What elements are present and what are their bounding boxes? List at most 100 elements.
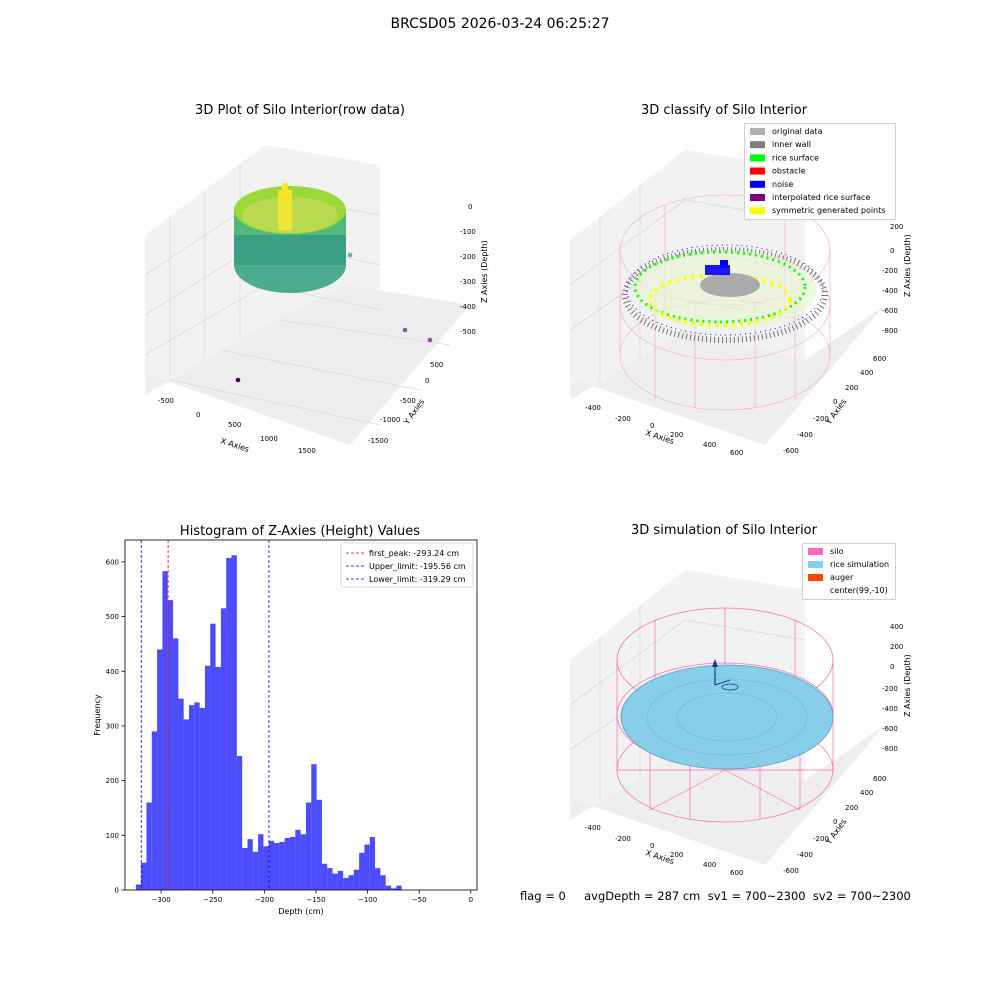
histogram-bar bbox=[268, 840, 275, 890]
raw-ztick: -200 bbox=[460, 253, 476, 261]
histogram-bar bbox=[290, 836, 296, 890]
raw-outlier-point bbox=[402, 327, 408, 333]
status-info-text: flag = 0 avgDepth = 287 cm sv1 = 700~230… bbox=[520, 889, 911, 903]
raw-xlabel: X Axies bbox=[219, 436, 250, 454]
simulation-ytick: -600 bbox=[783, 867, 799, 875]
histogram-bar bbox=[364, 844, 370, 890]
histogram-bar bbox=[167, 600, 174, 890]
simulation-legend-entries: silo rice simulation auger center(99,-10) bbox=[808, 547, 889, 595]
histogram-ylabel: Frequency bbox=[93, 694, 102, 736]
histogram-bar bbox=[146, 802, 152, 890]
simulation-ytick: 400 bbox=[860, 789, 873, 797]
simulation-ytick: -200 bbox=[813, 835, 829, 843]
simulation-legend-swatch bbox=[808, 587, 823, 594]
classify-plot-title: 3D classify of Silo Interior bbox=[640, 103, 808, 118]
histogram-bar bbox=[300, 834, 306, 890]
histogram-ytick-label: 500 bbox=[106, 613, 119, 621]
histogram-bar bbox=[220, 608, 227, 890]
simulation-ztick: 400 bbox=[890, 623, 903, 631]
simulation-legend-swatch bbox=[808, 574, 823, 581]
simulation-xtick: 600 bbox=[730, 869, 743, 875]
simulation-legend-label: center(99,-10) bbox=[830, 586, 888, 595]
raw-outlier-point bbox=[347, 252, 353, 258]
classify-ytick: 0 bbox=[833, 398, 837, 406]
classify-ztick: 0 bbox=[890, 247, 894, 255]
histogram-bar bbox=[279, 841, 285, 890]
classify-zlabel: Z Axies (Depth) bbox=[903, 234, 912, 297]
histogram-xlabel: Depth (cm) bbox=[278, 907, 323, 916]
simulation-xtick: 200 bbox=[670, 851, 683, 859]
histogram-legend-label: Lower_limit: -319.29 cm bbox=[369, 575, 466, 584]
classify-legend-label: rice surface bbox=[772, 153, 819, 162]
histogram-axes-frame bbox=[124, 539, 478, 891]
simulation-ztick: -400 bbox=[882, 705, 898, 713]
simulation-xtick: -200 bbox=[615, 835, 631, 843]
histogram-bar bbox=[337, 870, 344, 890]
histogram-bar bbox=[173, 638, 179, 890]
histogram-xtick-label: −250 bbox=[203, 896, 222, 904]
raw-outlier-point bbox=[427, 337, 433, 343]
histogram-bar bbox=[199, 707, 205, 890]
histogram-bar bbox=[305, 802, 312, 890]
histogram-bar bbox=[263, 846, 269, 890]
histogram-bar bbox=[252, 851, 259, 890]
classify-ytick: 200 bbox=[845, 384, 858, 392]
classify-legend-swatch bbox=[750, 128, 765, 135]
raw-ytick: 500 bbox=[430, 361, 443, 369]
classify-ztick: 200 bbox=[890, 223, 903, 231]
histogram-legend-label: first_peak: -293.24 cm bbox=[369, 549, 459, 558]
raw-ztick: 0 bbox=[468, 203, 472, 211]
simulation-legend-label: silo bbox=[830, 547, 844, 556]
histogram-bar bbox=[162, 571, 168, 890]
histogram-bar bbox=[231, 555, 237, 890]
classify-ytick: 400 bbox=[860, 369, 873, 377]
histogram-xtick-label: −50 bbox=[412, 896, 427, 904]
raw-ytick: -500 bbox=[400, 397, 416, 405]
raw-plot-title: 3D Plot of Silo Interior(row data) bbox=[195, 103, 405, 118]
classify-legend-label: symmetric generated points bbox=[772, 206, 885, 215]
classify-xtick: 600 bbox=[730, 449, 743, 455]
histogram-xtick-label: −300 bbox=[152, 896, 171, 904]
histogram-bar bbox=[247, 839, 253, 890]
simulation-ztick: -600 bbox=[882, 725, 898, 733]
simulation-ztick: -200 bbox=[882, 685, 898, 693]
raw-xtick: -500 bbox=[158, 397, 174, 405]
histogram-bar bbox=[380, 875, 386, 890]
classify-xtick: 400 bbox=[703, 441, 716, 449]
classify-legend-entries: original data inner wall rice surface obsta… bbox=[750, 127, 885, 215]
histogram-title: Histogram of Z-Axies (Height) Values bbox=[179, 524, 421, 539]
histogram-bar bbox=[274, 842, 280, 890]
histogram-bar bbox=[210, 623, 216, 890]
classify-legend-label: noise bbox=[772, 180, 793, 189]
simulation-xtick: 400 bbox=[703, 861, 716, 869]
histogram-legend bbox=[340, 542, 474, 588]
histogram-legend-label: Upper_limit: -195.56 cm bbox=[369, 562, 466, 571]
simulation-legend-label: rice simulation bbox=[830, 560, 889, 569]
histogram-bar bbox=[194, 702, 200, 890]
histogram-xtick-label: 0 bbox=[469, 896, 473, 904]
simulation-legend-swatch bbox=[808, 561, 823, 568]
histogram-bar bbox=[141, 862, 147, 890]
simulation-rice-surface bbox=[620, 664, 834, 770]
histogram-bar bbox=[327, 868, 333, 890]
histogram-bar bbox=[391, 888, 397, 890]
classify-ytick: 600 bbox=[873, 355, 886, 363]
classify-3d-plot: -400 -200 0 200 400 600 600 400 200 0 -2… bbox=[569, 150, 912, 455]
histogram-xtick-label: −200 bbox=[255, 896, 274, 904]
histogram-bar bbox=[396, 885, 402, 890]
classify-legend-swatch bbox=[750, 141, 765, 149]
classify-legend-swatch bbox=[750, 180, 765, 188]
histogram-bar bbox=[215, 666, 221, 890]
histogram-bar bbox=[311, 764, 317, 890]
histogram-bar bbox=[332, 873, 338, 890]
raw-ztick: -500 bbox=[460, 328, 476, 336]
classify-legend bbox=[744, 123, 896, 220]
histogram-xtick-label: −150 bbox=[306, 896, 325, 904]
raw-zlabel: Z Axies (Depth) bbox=[480, 240, 489, 303]
histogram-xtick-label: −100 bbox=[358, 896, 377, 904]
histogram-bar bbox=[359, 852, 365, 890]
raw-xtick: 1000 bbox=[260, 435, 278, 443]
histogram-ytick-label: 0 bbox=[115, 887, 119, 895]
simulation-ytick: 600 bbox=[873, 775, 886, 783]
classify-points bbox=[622, 244, 828, 343]
